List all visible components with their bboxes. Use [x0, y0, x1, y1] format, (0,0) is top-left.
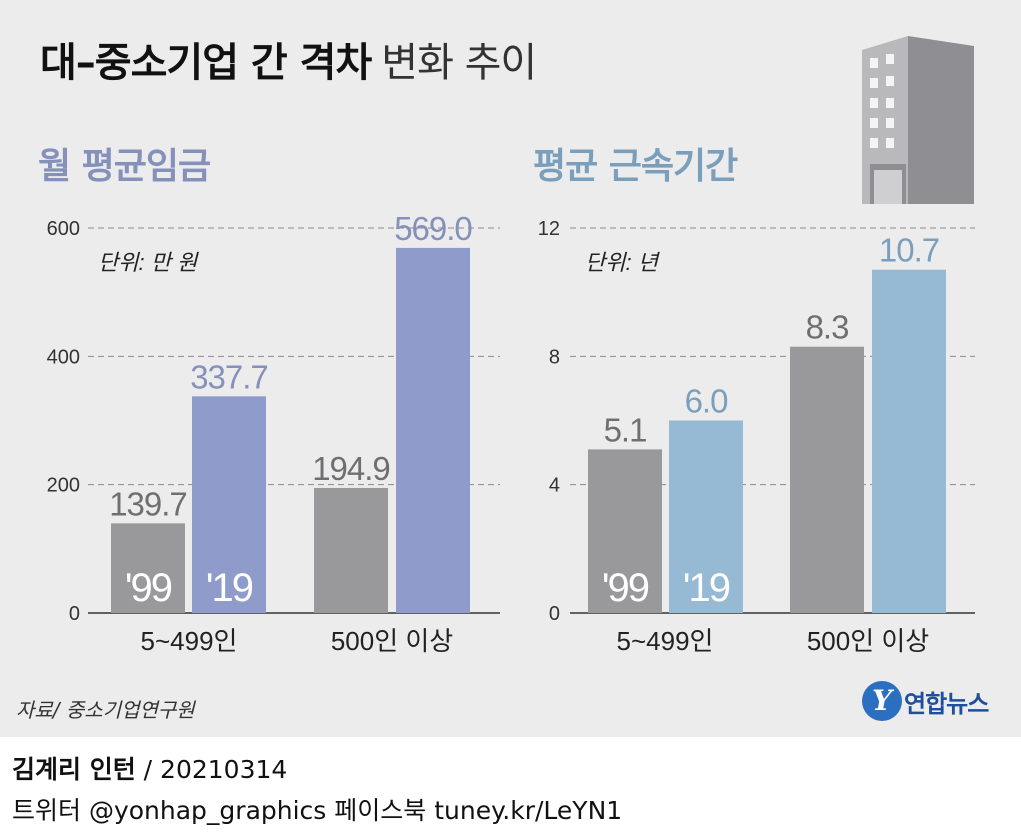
bar [314, 487, 388, 613]
y-tick-label: 4 [549, 475, 560, 497]
y-tick-label: 400 [47, 346, 80, 368]
title-sub: 변화 추이 [381, 40, 537, 86]
data-label: 337.7 [190, 358, 268, 395]
data-label: 194.9 [312, 450, 390, 487]
building-icon [862, 36, 974, 208]
bar [192, 396, 266, 613]
bar [111, 523, 185, 613]
page-title: 대–중소기업 간 격차 변화 추이 [40, 30, 537, 88]
logo-mark: Y [862, 681, 902, 721]
credit-date: / 20210314 [135, 755, 288, 784]
bar [588, 449, 662, 613]
series-label: '99 [602, 566, 649, 610]
credit-author: 김계리 인턴 [12, 755, 136, 784]
data-label: 8.3 [806, 309, 849, 346]
unit-label: 단위: 년 [585, 250, 661, 275]
data-label: 5.1 [604, 411, 647, 448]
charts-svg: 0 200 400 600 단위: 만 원 139.7 '99 337.7 '19 5~499인 1… [47, 210, 975, 656]
category-label: 500인 이상 [807, 626, 929, 656]
title-main: 대–중소기업 간 격차 [40, 40, 372, 86]
data-label: 6.0 [685, 383, 729, 420]
wage-chart-title: 월 평균임금 [38, 146, 211, 187]
data-label: 10.7 [879, 232, 939, 269]
series-label: '19 [206, 566, 253, 610]
logo-text: 연합뉴스 [904, 689, 989, 718]
bar [396, 247, 470, 613]
yonhap-logo: Y 연합뉴스 [862, 681, 989, 721]
y-tick-label: 8 [549, 346, 560, 368]
unit-label: 단위: 만 원 [98, 250, 199, 275]
y-tick-label: 0 [69, 603, 80, 625]
bar [872, 269, 946, 613]
y-tick-label: 12 [538, 218, 560, 240]
series-label: '19 [683, 566, 730, 610]
y-tick-label: 600 [47, 218, 80, 240]
category-label: 5~499인 [141, 626, 238, 656]
source-note: 자료/ 중소기업연구원 [16, 698, 195, 722]
credit-author-line: 김계리 인턴 / 20210314 [12, 750, 287, 786]
category-label: 500인 이상 [331, 626, 453, 656]
data-label: 569.0 [394, 210, 472, 247]
credit-social: 트위터 @yonhap_graphics 페이스북 tuney.kr/LeYN1 [12, 796, 623, 825]
bar [669, 420, 743, 613]
category-label: 5~499인 [617, 626, 714, 656]
tenure-chart-title: 평균 근속기간 [533, 146, 738, 187]
bar [790, 346, 864, 613]
series-label: '99 [125, 566, 172, 610]
y-tick-label: 200 [47, 475, 80, 497]
data-label: 139.7 [109, 485, 187, 522]
infographic-card: 대–중소기업 간 격차 변화 추이 월 평균임금 평균 근속기간 0 200 400 6… [0, 0, 1021, 737]
y-tick-label: 0 [549, 603, 560, 625]
